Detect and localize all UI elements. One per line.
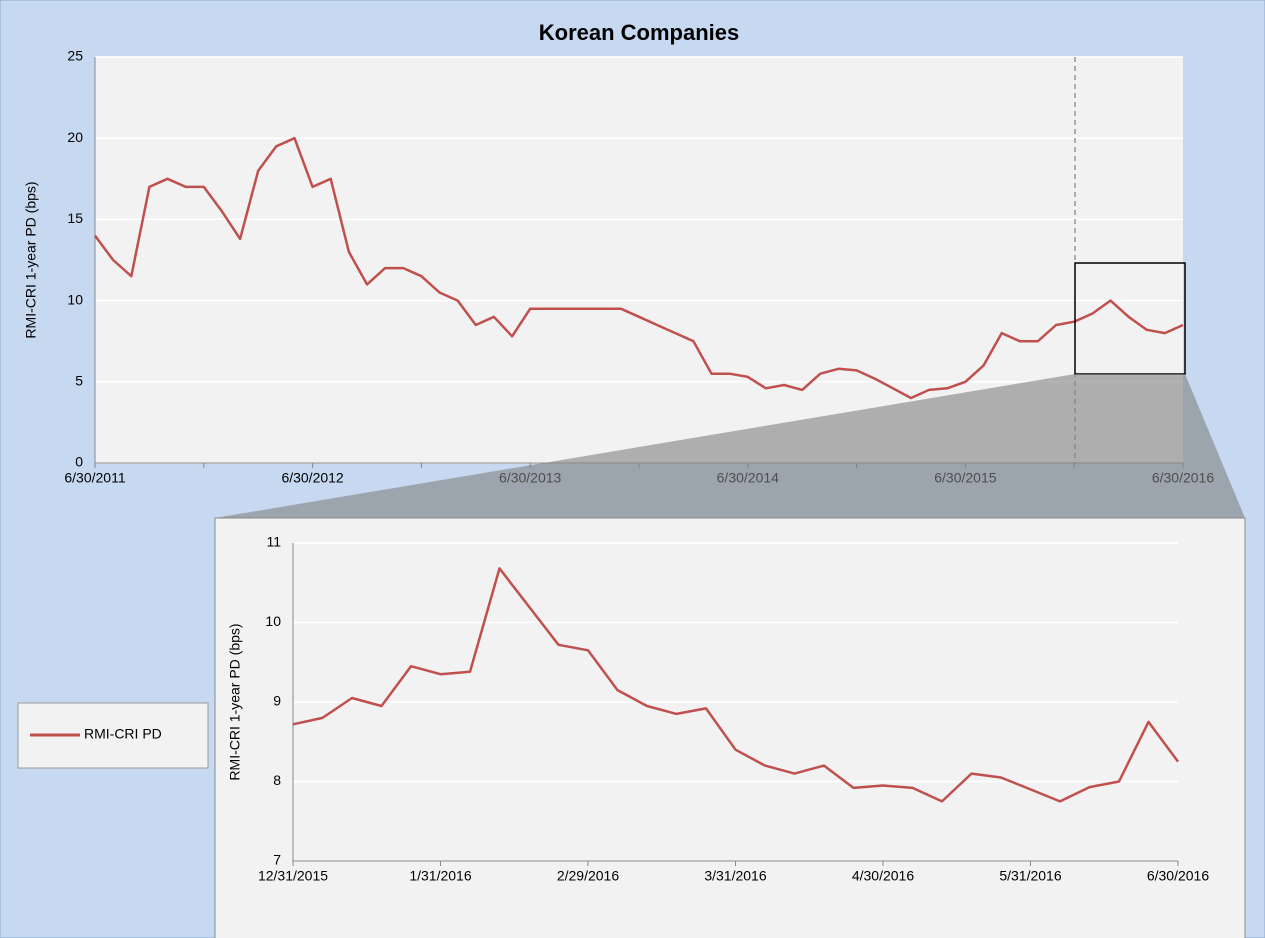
y-tick-label: 10: [265, 613, 281, 629]
x-tick-label: 4/30/2016: [852, 868, 914, 884]
legend-label: RMI-CRI PD: [84, 726, 162, 742]
y-axis-label: RMI-CRI 1-year PD (bps): [23, 181, 39, 338]
y-tick-label: 7: [273, 852, 281, 868]
x-tick-label: 12/31/2015: [258, 868, 328, 884]
x-tick-label: 6/30/2012: [281, 470, 343, 486]
y-tick-label: 25: [67, 48, 83, 64]
chart-title: Korean Companies: [539, 20, 740, 45]
x-tick-label: 2/29/2016: [557, 868, 619, 884]
y-tick-label: 5: [75, 373, 83, 389]
y-tick-label: 9: [273, 693, 281, 709]
series-line: [93, 136, 1184, 400]
series-line: [292, 567, 1180, 803]
x-tick-label: 1/31/2016: [409, 868, 471, 884]
inset-chart: 7 8 9 10 11 12/31/2015 1/31/2016 2/29/2016 3/31/…: [227, 534, 1210, 884]
y-tick-label: 8: [273, 772, 281, 788]
zoom-projection: [215, 374, 1245, 518]
y-tick-label: 20: [67, 129, 83, 145]
y-tick-label: 0: [75, 454, 83, 470]
x-tick-label: 6/30/2016: [1147, 868, 1209, 884]
y-tick-label: 15: [67, 210, 83, 226]
y-tick-label: 10: [67, 291, 83, 307]
y-axis-label: RMI-CRI 1-year PD (bps): [227, 623, 243, 780]
x-tick-label: 6/30/2011: [64, 470, 125, 486]
x-tick-label: 3/31/2016: [704, 868, 766, 884]
x-tick-label: 5/31/2016: [999, 868, 1061, 884]
y-tick-label: 11: [266, 534, 281, 550]
legend: RMI-CRI PD: [17, 702, 209, 769]
